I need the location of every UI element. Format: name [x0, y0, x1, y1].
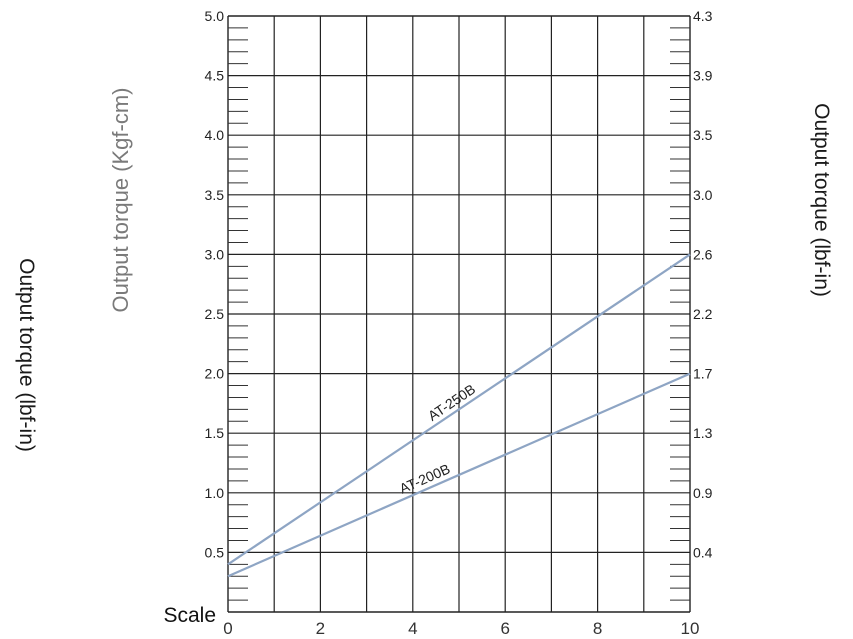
- y-tick-label-right: 0.9: [693, 485, 713, 501]
- y-tick-label-left: 4.5: [205, 68, 225, 84]
- y-axis-title-far-left-lbf-in: Output torque (lbf-in): [15, 258, 38, 452]
- grid: [227, 15, 691, 613]
- series-lines: [227, 253, 691, 578]
- y-tick-label-right: 3.0: [693, 187, 713, 203]
- y-tick-label-right: 1.3: [693, 425, 713, 441]
- y-tick-label-left: 4.0: [205, 127, 225, 143]
- y-tick-label-left: 2.0: [205, 366, 225, 382]
- y-tick-label-right: 3.5: [693, 127, 713, 143]
- y-tick-label-right: 0.4: [693, 544, 713, 560]
- minor-ticks: [228, 27, 690, 601]
- y-tick-label-right: 1.7: [693, 366, 713, 382]
- y-tick-label-left: 0.5: [205, 544, 225, 560]
- y-tick-label-right: 3.9: [693, 68, 713, 84]
- tick-labels: AT-250BAT-200B0.51.01.52.02.53.03.54.04.…: [205, 8, 713, 638]
- y-tick-label-left: 3.5: [205, 187, 225, 203]
- y-tick-label-left: 3.0: [205, 246, 225, 262]
- y-tick-label-right: 4.3: [693, 8, 713, 24]
- y-tick-label-left: 2.5: [205, 306, 225, 322]
- x-tick-label: 6: [500, 619, 509, 638]
- series-line-at-250b: [227, 253, 691, 566]
- y-tick-label-right: 2.2: [693, 306, 713, 322]
- y-tick-label-left: 5.0: [205, 8, 225, 24]
- y-axis-title-kgf-cm: Output torque (Kgf-cm): [108, 88, 133, 313]
- x-axis-prefix-label: Scale: [163, 604, 216, 627]
- y-tick-label-left: 1.5: [205, 425, 225, 441]
- x-tick-label: 0: [223, 619, 232, 638]
- y-tick-label-right: 2.6: [693, 246, 713, 262]
- series-line-at-200b: [227, 372, 691, 578]
- y-tick-label-left: 1.0: [205, 485, 225, 501]
- x-tick-label: 2: [316, 619, 325, 638]
- y-axis-title-right-lbf-in: Output torque (lbf-in): [810, 103, 833, 297]
- x-tick-label: 10: [681, 619, 700, 638]
- x-tick-label: 8: [593, 619, 602, 638]
- x-tick-label: 4: [408, 619, 417, 638]
